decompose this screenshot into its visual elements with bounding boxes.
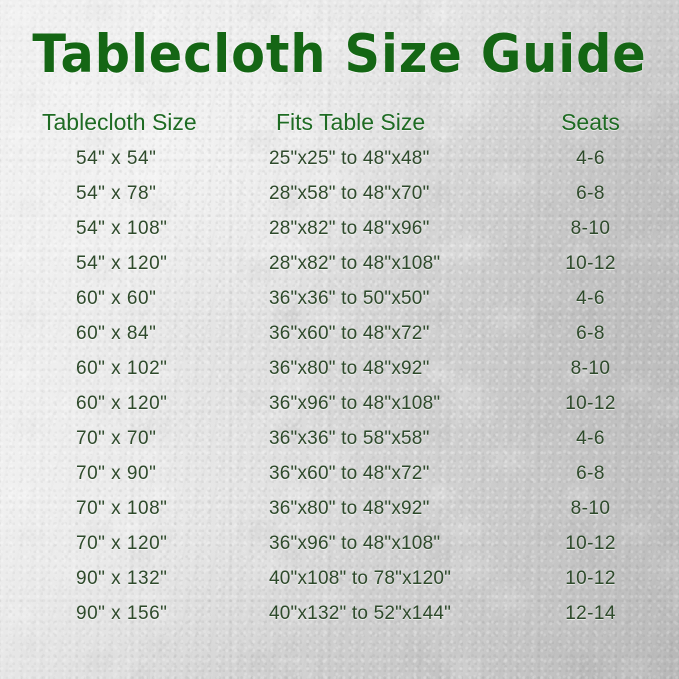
table-row: 70" x 108" 36"x80" to 48"x92" 8-10 <box>0 491 679 526</box>
cell-fits-table-size: 36"x60" to 48"x72" <box>269 462 430 484</box>
table-row: 60" x 102" 36"x80" to 48"x92" 8-10 <box>0 351 679 386</box>
cell-fits-table-size: 36"x80" to 48"x92" <box>269 497 430 519</box>
cell-fits-table-size: 40"x108" to 78"x120" <box>269 567 452 589</box>
cell-seats: 4-6 <box>576 147 605 169</box>
table-row: 70" x 90" 36"x60" to 48"x72" 6-8 <box>0 456 679 491</box>
cell-fits-table-size: 28"x58" to 48"x70" <box>269 182 430 204</box>
cell-tablecloth-size: 70" x 120" <box>76 532 168 554</box>
cell-seats: 6-8 <box>576 462 605 484</box>
table-row: 90" x 132" 40"x108" to 78"x120" 10-12 <box>0 561 679 596</box>
table-header-row: Tablecloth Size Fits Table Size Seats <box>0 103 679 141</box>
cell-tablecloth-size: 70" x 108" <box>76 497 168 519</box>
size-guide-table: Tablecloth Size Fits Table Size Seats 54… <box>0 103 679 631</box>
table-row: 60" x 120" 36"x96" to 48"x108" 10-12 <box>0 386 679 421</box>
cell-fits-table-size: 36"x96" to 48"x108" <box>269 392 441 414</box>
cell-seats: 10-12 <box>565 392 616 414</box>
cell-seats: 12-14 <box>565 602 616 624</box>
cell-tablecloth-size: 54" x 78" <box>76 182 157 204</box>
cell-seats: 8-10 <box>570 217 611 239</box>
cell-seats: 10-12 <box>565 252 616 274</box>
table-row: 54" x 108" 28"x82" to 48"x96" 8-10 <box>0 211 679 246</box>
cell-fits-table-size: 36"x36" to 58"x58" <box>269 427 430 449</box>
table-row: 70" x 120" 36"x96" to 48"x108" 10-12 <box>0 526 679 561</box>
cell-fits-table-size: 28"x82" to 48"x96" <box>269 217 430 239</box>
column-header-tablecloth-size: Tablecloth Size <box>42 108 197 135</box>
cell-tablecloth-size: 70" x 70" <box>76 427 157 449</box>
cell-tablecloth-size: 54" x 54" <box>76 147 157 169</box>
table-body: 54" x 54" 25"x25" to 48"x48" 4-6 54" x 78" 2… <box>0 141 679 631</box>
cell-seats: 4-6 <box>576 427 605 449</box>
cell-tablecloth-size: 60" x 60" <box>76 287 157 309</box>
table-row: 54" x 120" 28"x82" to 48"x108" 10-12 <box>0 246 679 281</box>
cell-fits-table-size: 36"x96" to 48"x108" <box>269 532 441 554</box>
cell-seats: 4-6 <box>576 287 605 309</box>
cell-fits-table-size: 36"x36" to 50"x50" <box>269 287 430 309</box>
cell-fits-table-size: 25"x25" to 48"x48" <box>269 147 430 169</box>
cell-seats: 8-10 <box>570 357 611 379</box>
cell-fits-table-size: 28"x82" to 48"x108" <box>269 252 441 274</box>
table-row: 54" x 78" 28"x58" to 48"x70" 6-8 <box>0 176 679 211</box>
cell-seats: 6-8 <box>576 322 605 344</box>
cell-fits-table-size: 40"x132" to 52"x144" <box>269 602 452 624</box>
cell-tablecloth-size: 60" x 102" <box>76 357 168 379</box>
cell-tablecloth-size: 90" x 132" <box>76 567 168 589</box>
cell-tablecloth-size: 54" x 108" <box>76 217 168 239</box>
table-header: Tablecloth Size Fits Table Size Seats <box>0 103 679 141</box>
cell-tablecloth-size: 54" x 120" <box>76 252 168 274</box>
cell-tablecloth-size: 60" x 120" <box>76 392 168 414</box>
cell-seats: 6-8 <box>576 182 605 204</box>
cell-seats: 10-12 <box>565 567 616 589</box>
cell-tablecloth-size: 90" x 156" <box>76 602 168 624</box>
column-header-fits-table-size: Fits Table Size <box>276 108 426 135</box>
table-row: 54" x 54" 25"x25" to 48"x48" 4-6 <box>0 141 679 176</box>
cell-seats: 10-12 <box>565 532 616 554</box>
cell-tablecloth-size: 60" x 84" <box>76 322 157 344</box>
table-row: 90" x 156" 40"x132" to 52"x144" 12-14 <box>0 596 679 631</box>
cell-seats: 8-10 <box>570 497 611 519</box>
cell-tablecloth-size: 70" x 90" <box>76 462 157 484</box>
table-row: 60" x 60" 36"x36" to 50"x50" 4-6 <box>0 281 679 316</box>
table-row: 70" x 70" 36"x36" to 58"x58" 4-6 <box>0 421 679 456</box>
cell-fits-table-size: 36"x80" to 48"x92" <box>269 357 430 379</box>
page-title: Tablecloth Size Guide <box>32 24 647 85</box>
cell-fits-table-size: 36"x60" to 48"x72" <box>269 322 430 344</box>
table-row: 60" x 84" 36"x60" to 48"x72" 6-8 <box>0 316 679 351</box>
column-header-seats: Seats <box>561 108 620 135</box>
